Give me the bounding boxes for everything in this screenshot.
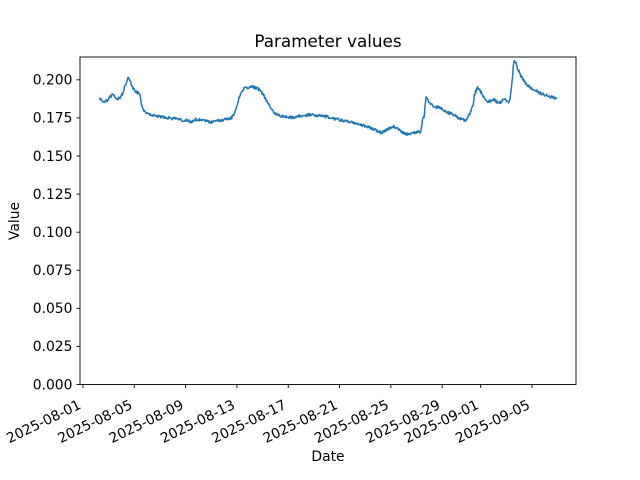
y-tick-label: 0.100 xyxy=(33,225,73,241)
y-tick-label: 0.025 xyxy=(33,339,73,355)
chart-title: Parameter values xyxy=(254,31,401,51)
y-tick-label: 0.150 xyxy=(33,149,73,165)
series-line xyxy=(98,59,558,136)
y-tick-label: 0.175 xyxy=(33,111,73,127)
x-axis-label: Date xyxy=(311,449,344,465)
y-tick-label: 0.200 xyxy=(33,73,73,89)
y-tick-label: 0.075 xyxy=(33,263,73,279)
y-axis-label: Value xyxy=(7,202,23,240)
y-tick-label: 0.125 xyxy=(33,187,73,203)
plot-area xyxy=(79,56,577,385)
y-tick-label: 0.000 xyxy=(33,377,73,393)
ticks-layer: 0.000 0.025 0.050 0.075 0.100 0.125 0.150 0.175… xyxy=(4,73,533,447)
y-tick-label: 0.050 xyxy=(33,301,73,317)
series-layer xyxy=(98,59,558,136)
